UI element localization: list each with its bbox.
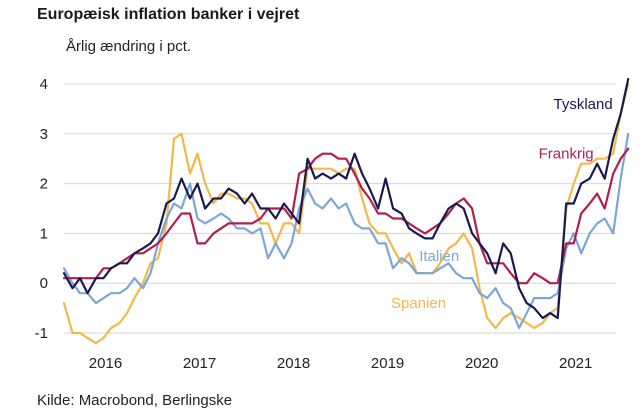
series-lines (62, 77, 630, 345)
series-line-tyskland (62, 77, 630, 320)
x-tick-label: 2016 (89, 355, 122, 372)
x-axis-ticks: 2016 2017 2018 2019 2020 2021 (89, 355, 593, 372)
y-axis-ticks: 4 3 2 1 0 -1 (35, 76, 48, 342)
chart-subtitle: Årlig ændring i pct. (66, 38, 192, 55)
series-label-spanien: Spanien (391, 295, 446, 312)
chart-title: Europæisk inflation banker i vejret (37, 6, 300, 23)
x-tick-label: 2017 (183, 355, 216, 372)
x-tick-label: 2021 (559, 355, 592, 372)
series-label-tyskland: Tyskland (553, 96, 612, 113)
gridlines (64, 83, 616, 334)
y-tick-label: 0 (40, 275, 48, 292)
y-tick-label: 3 (40, 126, 48, 143)
source-note: Kilde: Macrobond, Berlingske (37, 392, 233, 409)
series-line-italien (62, 132, 630, 330)
y-tick-label: -1 (35, 325, 48, 342)
series-labels: Tyskland Frankrig Italien Spanien (391, 96, 613, 312)
series-line-spanien (62, 82, 630, 345)
y-tick-label: 1 (40, 225, 48, 242)
x-tick-label: 2018 (277, 355, 310, 372)
x-tick-label: 2019 (371, 355, 404, 372)
y-tick-label: 4 (40, 76, 48, 93)
y-tick-label: 2 (40, 176, 48, 193)
series-line-frankrig (62, 147, 630, 285)
series-label-frankrig: Frankrig (539, 146, 594, 163)
x-tick-label: 2020 (465, 355, 498, 372)
series-label-italien: Italien (419, 248, 459, 265)
